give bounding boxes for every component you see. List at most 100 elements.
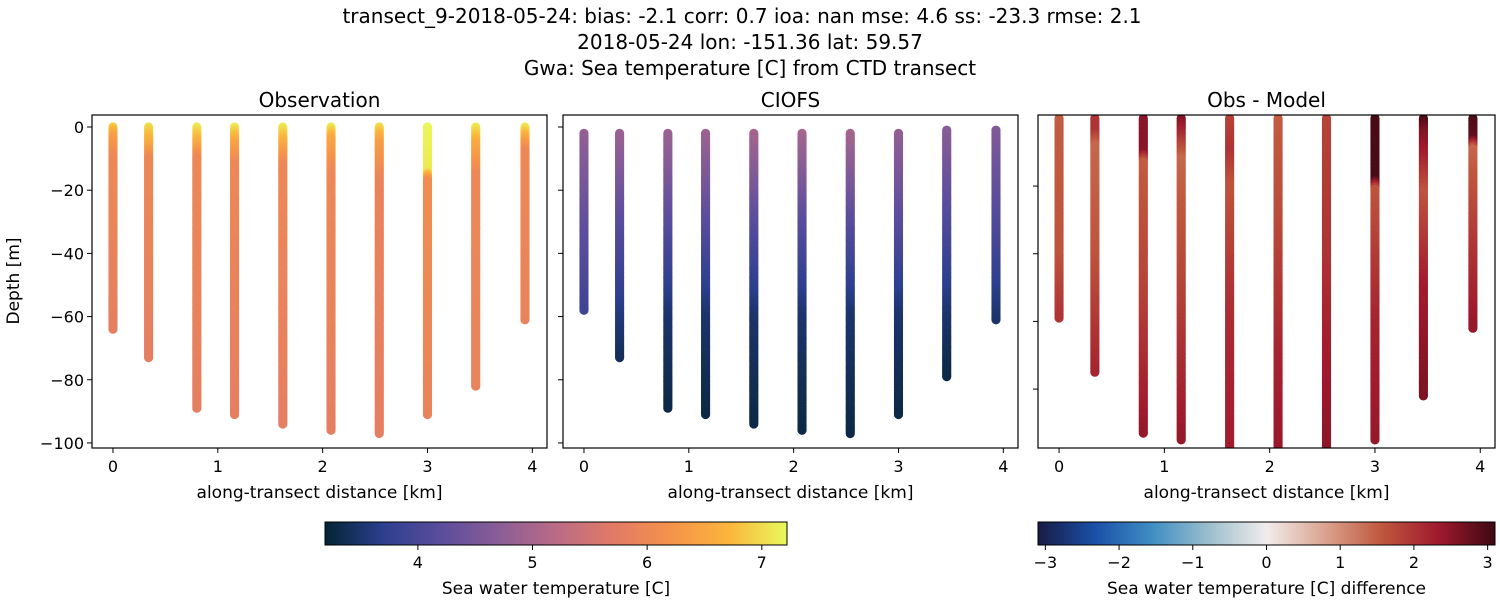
data-point [894, 410, 903, 419]
station-profile [230, 122, 239, 419]
x-axis-label: along-transect distance [km] [668, 483, 914, 503]
y-tick-label: 0 [74, 118, 84, 137]
station-profile [1273, 114, 1282, 465]
data-point [1225, 445, 1234, 454]
data-point [1273, 454, 1282, 463]
station-profile [579, 129, 588, 315]
station-profile [375, 122, 384, 438]
panel-ciofs: CIOFS along-transect distance [km] 0 1 2 3 4 [558, 88, 1018, 503]
data-point [991, 315, 1000, 324]
x-tick-label: 1 [684, 457, 694, 476]
figure-title-line-3: Gwa: Sea temperature [C] from CTD transe… [524, 56, 976, 80]
station-profile [991, 126, 1000, 325]
x-tick-label: 0 [579, 457, 589, 476]
data-point [278, 419, 287, 428]
panel-title: Observation [259, 88, 381, 112]
data-point [1322, 454, 1331, 463]
station-profile [663, 129, 672, 413]
x-tick-label: 4 [998, 457, 1008, 476]
data-point [701, 410, 710, 419]
data-point [846, 429, 855, 438]
station-profile [1419, 114, 1428, 401]
data-point [326, 426, 335, 435]
data-point [520, 315, 529, 324]
data-point [1177, 435, 1186, 444]
station-profile [1177, 114, 1186, 445]
station-profile [278, 122, 287, 428]
y-tick-label: −100 [40, 434, 84, 453]
x-axis-label: along-transect distance [km] [1144, 483, 1390, 503]
station-profile [471, 122, 480, 390]
data-point [1273, 452, 1282, 461]
panel-observation: Observation along-transect distance [km]… [4, 88, 547, 503]
scatter-points [108, 122, 529, 438]
data-point [192, 404, 201, 413]
scatter-points [1054, 114, 1477, 465]
station-profile [749, 129, 758, 429]
x-tick-label: 3 [893, 457, 903, 476]
data-point [1322, 449, 1331, 458]
data-point [1322, 445, 1331, 454]
panel-obs-minus-model: Obs - Model along-transect distance [km]… [1033, 88, 1495, 503]
data-point [942, 372, 951, 381]
data-point [108, 325, 117, 334]
data-point [230, 410, 239, 419]
station-profile [1322, 114, 1331, 465]
x-tick-label: 2 [789, 457, 799, 476]
data-point [1273, 456, 1282, 465]
data-point [1322, 452, 1331, 461]
data-point [1273, 451, 1282, 460]
station-profile [1054, 114, 1063, 323]
data-point [1370, 435, 1379, 444]
station-profile [423, 122, 432, 419]
data-point [749, 419, 758, 428]
scatter-points [579, 126, 1000, 439]
data-point [1322, 451, 1331, 460]
x-tick-label: 3 [422, 457, 432, 476]
data-point [797, 426, 806, 435]
station-profile [701, 129, 710, 419]
y-tick-label: −20 [50, 181, 84, 200]
x-tick-label: 0 [108, 457, 118, 476]
figure-title-line-1: transect_9-2018-05-24: bias: -2.1 corr: … [342, 4, 1141, 28]
y-axis-label: Depth [m] [4, 237, 24, 324]
station-profile [894, 129, 903, 419]
station-profile [1225, 114, 1234, 455]
x-tick-label: 2 [318, 457, 328, 476]
data-point [615, 353, 624, 362]
station-profile [942, 126, 951, 382]
x-axis-label: along-transect distance [km] [197, 483, 443, 503]
station-profile [1090, 114, 1099, 377]
y-tick-label: −60 [50, 308, 84, 327]
station-profile [144, 122, 153, 362]
figure-title-line-2: 2018-05-24 lon: -151.36 lat: 59.57 [577, 30, 923, 54]
panel-title: CIOFS [761, 88, 820, 112]
data-point [1139, 429, 1148, 438]
panel-title: Obs - Model [1207, 88, 1326, 112]
data-point [423, 410, 432, 419]
data-point [144, 353, 153, 362]
station-profile [797, 129, 806, 435]
station-profile [1139, 114, 1148, 438]
data-point [1273, 445, 1282, 454]
station-profile [192, 122, 201, 412]
y-tick-label: −40 [50, 244, 84, 263]
data-point [1322, 456, 1331, 465]
station-profile [1370, 114, 1379, 445]
station-profile [108, 122, 117, 333]
data-point [1054, 313, 1063, 322]
data-point [1273, 449, 1282, 458]
x-tick-label: 4 [527, 457, 537, 476]
station-profile [520, 122, 529, 324]
data-point [375, 429, 384, 438]
y-tick-label: −80 [50, 371, 84, 390]
station-profile [615, 129, 624, 363]
data-point [471, 381, 480, 390]
x-tick-label: 1 [213, 457, 223, 476]
data-point [1090, 368, 1099, 377]
data-point [579, 306, 588, 315]
data-point [663, 404, 672, 413]
station-profile [846, 129, 855, 438]
station-profile [326, 122, 335, 435]
